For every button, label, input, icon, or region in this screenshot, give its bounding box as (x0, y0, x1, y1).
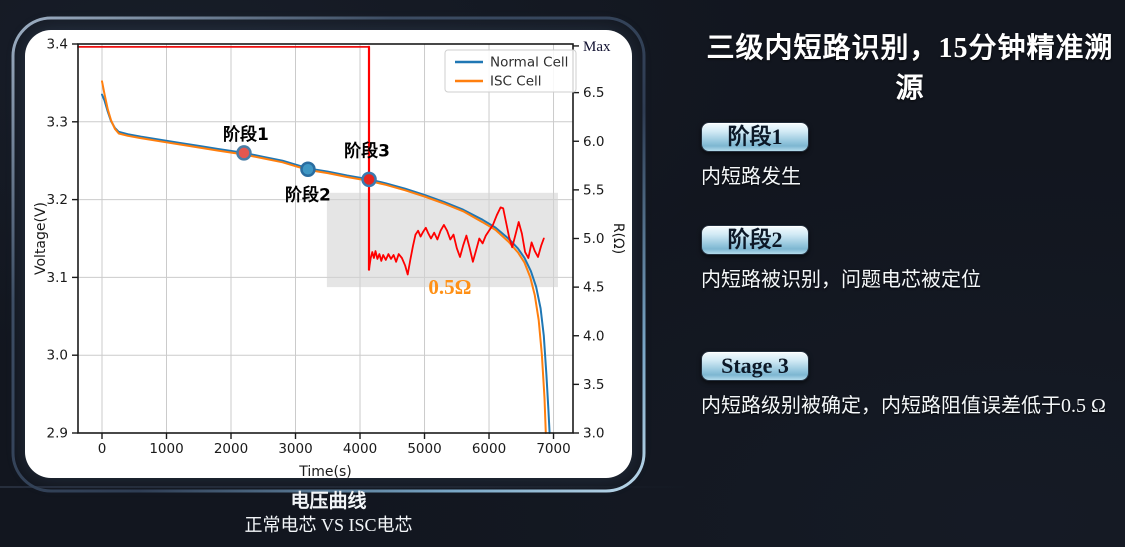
stage-block-1: 阶段1 内短路发生 (701, 122, 1121, 189)
y-left-tick-label: 3.4 (47, 37, 68, 53)
right-panel: 三级内短路识别，15分钟精准溯源 阶段1 内短路发生 阶段2 内短路被识别，问题… (660, 0, 1125, 547)
y-right-tick-label: 6.5 (583, 85, 604, 101)
stage-desc-2: 内短路被识别，问题电芯被定位 (701, 269, 981, 291)
y-right-tick-label: 4.5 (583, 280, 604, 296)
y-left-tick-label: 3.0 (47, 348, 68, 364)
y-right-max-label: Max (583, 39, 611, 55)
resistance-value-annotation: 0.5Ω (428, 275, 471, 299)
stage-marker-label-2: 阶段2 (285, 184, 331, 205)
chart-card: 0 1000 2000 3000 4000 5000 6000 7000 2.9 3.0 3.1 3.… (25, 30, 632, 478)
y-right-tick-label: 5.0 (583, 231, 604, 247)
caption-title: 电压曲线 (290, 490, 367, 512)
legend-label-2: ISC Cell (490, 74, 542, 90)
stage-marker-label-3: 阶段3 (344, 140, 390, 161)
resistance-band-region (326, 192, 558, 288)
chart-caption: 电压曲线 正常电芯 VS ISC电芯 (25, 489, 632, 537)
series-normal-cell (101, 93, 551, 434)
stage-desc-1: 内短路发生 (701, 166, 801, 188)
y-right-tick-label: 3.5 (583, 377, 604, 393)
x-tick-label: 7000 (536, 441, 570, 457)
stage-badge-2: 阶段2 (701, 225, 809, 255)
stage-block-2: 阶段2 内短路被识别，问题电芯被定位 (701, 225, 1121, 292)
y-left-tick-label: 3.1 (47, 270, 68, 286)
stage-marker-label-1: 阶段1 (223, 124, 269, 145)
caption-subtitle: 正常电芯 VS ISC电芯 (244, 515, 413, 535)
stage-badge-3: Stage 3 (701, 351, 809, 381)
voltage-resistance-chart: 0 1000 2000 3000 4000 5000 6000 7000 2.9 3.0 3.1 3.… (33, 37, 626, 479)
stage-block-3: Stage 3 内短路级别被确定，内短路阻值误差低于0.5 Ω (701, 351, 1121, 418)
x-tick-label: 5000 (407, 441, 441, 457)
x-tick-label: 2000 (214, 441, 248, 457)
stage-marker-1 (236, 145, 252, 161)
stage-desc-3: 内短路级别被确定，内短路阻值误差低于0.5 Ω (701, 395, 1106, 417)
page-title: 三级内短路识别，15分钟精准溯源 (706, 33, 1114, 104)
y-left-tick-label: 2.9 (47, 426, 68, 442)
x-tick-label: 0 (98, 441, 107, 457)
y-left-axis-label: Voltage(V) (33, 202, 49, 275)
series-r-measured (368, 206, 545, 276)
y-right-axis-label: R(Ω) (610, 223, 626, 254)
y-left-tick-label: 3.3 (47, 114, 68, 130)
x-axis-label: Time(s) (298, 464, 351, 478)
x-tick-label: 1000 (149, 441, 183, 457)
x-tick-label: 6000 (472, 441, 506, 457)
y-left-tick-label: 3.2 (47, 192, 68, 208)
series-isc-cell (101, 80, 547, 434)
legend-label-1: Normal Cell (490, 55, 568, 71)
y-right-tick-label: 4.0 (583, 328, 604, 344)
x-tick-label: 4000 (343, 441, 377, 457)
x-tick-label: 3000 (278, 441, 312, 457)
y-right-tick-label: 3.0 (583, 426, 604, 442)
stage-marker-3 (361, 171, 377, 188)
background-seam-line (0, 486, 690, 488)
y-right-tick-label: 6.0 (583, 134, 604, 150)
stage-badge-1: 阶段1 (701, 122, 809, 152)
stage-marker-2 (300, 161, 316, 178)
y-right-tick-label: 5.5 (583, 182, 604, 198)
